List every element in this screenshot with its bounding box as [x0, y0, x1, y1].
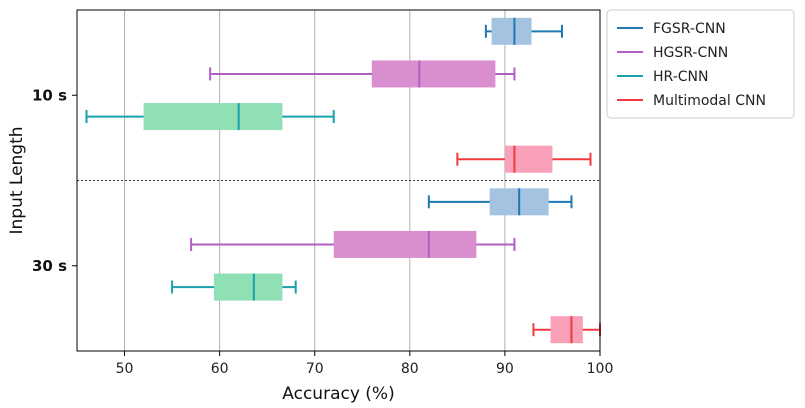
legend-label: FGSR-CNN	[653, 21, 726, 37]
box-multimodal-cnn-10s	[456, 145, 592, 173]
box-hgsr-cnn-30s	[190, 230, 516, 258]
box-iqr	[550, 316, 583, 344]
x-tick-label: 80	[401, 361, 419, 377]
x-tick-label: 60	[211, 361, 229, 377]
x-tick-label: 70	[306, 361, 324, 377]
legend-frame	[606, 9, 795, 119]
y-axis-categories: 10 s 30 s	[32, 86, 77, 275]
legend-label: HR-CNN	[653, 69, 708, 85]
box-fgsr-cnn-10s	[484, 17, 563, 45]
x-tick-label: 90	[496, 361, 514, 377]
x-tick-label: 50	[116, 361, 134, 377]
legend-label: HGSR-CNN	[653, 45, 728, 61]
box-hgsr-cnn-10s	[209, 60, 516, 88]
box-iqr	[491, 17, 532, 45]
legend: FGSR-CNN HGSR-CNN HR-CNN Multimodal CNN	[606, 9, 795, 119]
y-category-label: 10 s	[32, 86, 67, 104]
y-category-label: 30 s	[32, 257, 67, 275]
box-iqr	[143, 103, 283, 131]
x-axis-ticks: 50 60 70 80 90 100	[116, 351, 614, 377]
box-iqr	[213, 273, 283, 301]
y-axis-label: Input Length	[7, 126, 27, 234]
box-hr-cnn-10s	[85, 103, 335, 131]
box-multimodal-cnn-30s	[532, 316, 601, 344]
box-iqr	[371, 60, 496, 88]
legend-item: HGSR-CNN	[617, 45, 728, 61]
plot-frame	[76, 9, 601, 352]
legend-item: HR-CNN	[617, 69, 708, 85]
box-series	[85, 17, 601, 344]
x-tick-label: 100	[587, 361, 614, 377]
legend-item: FGSR-CNN	[617, 21, 726, 37]
legend-item: Multimodal CNN	[617, 93, 766, 109]
box-iqr	[333, 230, 477, 258]
x-axis-label: Accuracy (%)	[282, 384, 394, 404]
box-iqr	[504, 145, 553, 173]
box-hr-cnn-30s	[171, 273, 297, 301]
legend-label: Multimodal CNN	[653, 93, 766, 109]
box-fgsr-cnn-30s	[427, 188, 573, 216]
